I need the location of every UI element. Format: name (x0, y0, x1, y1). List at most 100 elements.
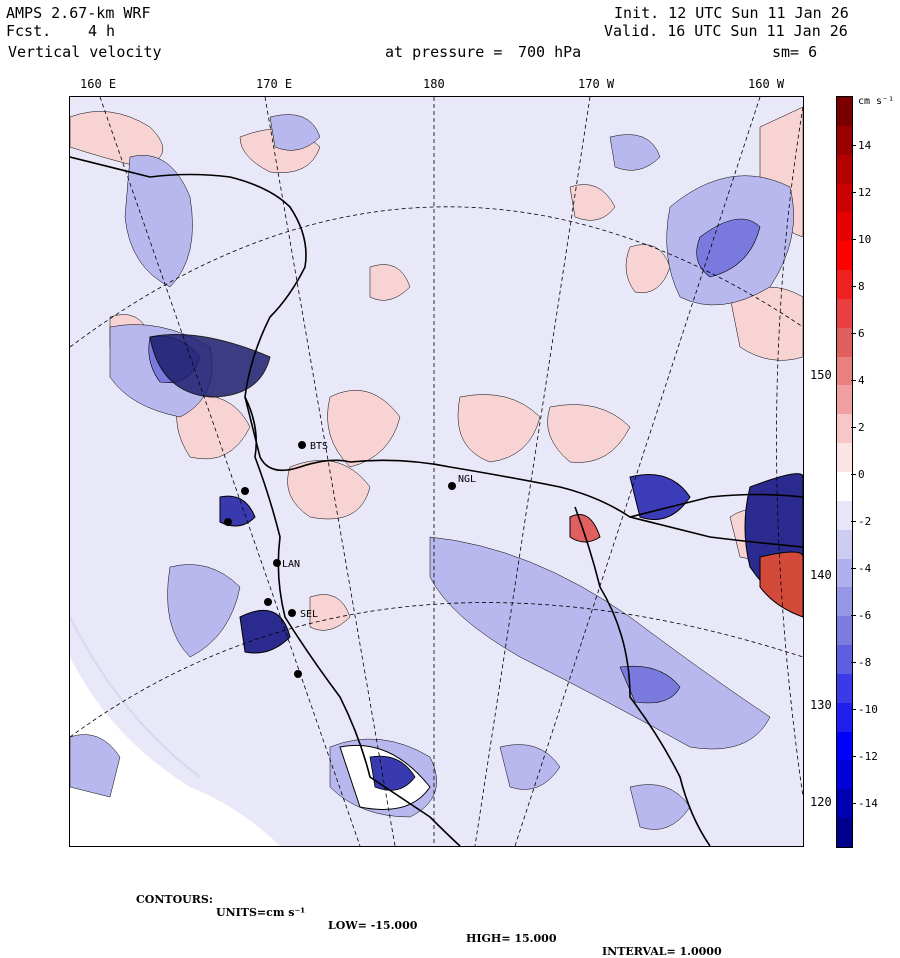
outside-domain (70, 657, 280, 846)
colorbar-tick-mark (851, 615, 856, 616)
level-value: 700 hPa (518, 43, 582, 61)
station-bts-label: BTS (310, 441, 328, 452)
colorbar-segment (837, 558, 852, 588)
init-time: Init. 12 UTC Sun 11 Jan 26 (614, 4, 849, 22)
level-label: at pressure = (385, 43, 503, 61)
lon-label-160w: 160 W (748, 77, 785, 91)
colorbar-segment (837, 702, 852, 733)
colorbar-tick-label: 14 (858, 139, 872, 152)
model-title: AMPS 2.67-km WRF (6, 4, 151, 22)
colorbar-tick-label: 6 (858, 327, 865, 340)
colorbar-segment (837, 529, 852, 560)
station-sel: SEL (288, 609, 318, 620)
footer-units: UNITS=cm s⁻¹ (216, 906, 306, 919)
colorbar-segment (837, 97, 852, 127)
colorbar-tick-label: -8 (858, 656, 872, 669)
station-marker (294, 670, 302, 678)
colorbar-segment (837, 212, 852, 242)
colorbar-tick-label: -6 (858, 609, 872, 622)
colorbar-tick-label: 0 (858, 468, 865, 481)
colorbar-tick-label: -12 (858, 750, 878, 763)
colorbar-segment (837, 760, 852, 790)
colorbar-segment (837, 327, 852, 358)
lon-label-160e: 160 E (80, 77, 117, 91)
colorbar-segment (837, 414, 852, 444)
stations: BTS NGL LAN SEL (224, 441, 476, 678)
colorbar-tick-mark (851, 521, 856, 522)
colorbar-tick-mark (851, 239, 856, 240)
colorbar-tick-mark (851, 192, 856, 193)
map-canvas: BTS NGL LAN SEL (70, 97, 803, 846)
colorbar-segment (837, 241, 852, 271)
footer-interval: INTERVAL= 1.0000 (602, 945, 722, 958)
convective-cluster-west (149, 334, 431, 810)
colorbar-segment (837, 731, 852, 761)
colorbar-segment (837, 673, 852, 704)
colorbar-tick-mark (851, 333, 856, 334)
station-sel-label: SEL (300, 609, 318, 620)
colorbar-segment (837, 789, 852, 819)
colorbar-tick-label: -4 (858, 562, 872, 575)
graticule (70, 97, 803, 846)
colorbar-units: cm s⁻¹ (858, 96, 895, 107)
station-marker (224, 518, 232, 526)
colorbar-segment (837, 270, 852, 300)
lon-label-170e: 170 E (256, 77, 293, 91)
colorbar-segment (837, 125, 852, 156)
colorbar-segment (837, 154, 852, 185)
colorbar-tick-mark (851, 709, 856, 710)
colorbar-tick-mark (851, 568, 856, 569)
colorbar-segment (837, 356, 852, 386)
domain-edge (70, 616, 201, 778)
colorbar-segment (837, 818, 852, 848)
colorbar (836, 96, 853, 848)
colorbar-tick-mark (851, 380, 856, 381)
colorbar-tick-label: 4 (858, 374, 865, 387)
colorbar-segment (837, 500, 852, 531)
colorbar-tick-mark (851, 803, 856, 804)
colorbar-segment (837, 443, 852, 473)
footer-high: HIGH= 15.000 (466, 932, 557, 945)
lon-label-180: 180 (423, 77, 445, 91)
coastline (70, 156, 803, 846)
colorbar-tick-label: 8 (858, 280, 865, 293)
station-lan-label: LAN (282, 559, 300, 570)
colorbar-segment (837, 472, 852, 502)
valid-time: Valid. 16 UTC Sun 11 Jan 26 (604, 22, 848, 40)
colorbar-tick-label: 2 (858, 421, 865, 434)
station-marker (264, 598, 272, 606)
station-ngl: NGL (448, 474, 476, 490)
negative-regions (70, 114, 794, 830)
footer: CONTOURS: UNITS=cm s⁻¹ LOW= -15.000 HIGH… (0, 880, 900, 958)
colorbar-tick-label: 10 (858, 233, 872, 246)
station-lan: LAN (273, 559, 300, 570)
colorbar-tick-mark (851, 756, 856, 757)
colorbar-tick-mark (851, 145, 856, 146)
colorbar-tick-mark (851, 662, 856, 663)
colorbar-tick-label: -14 (858, 797, 878, 810)
colorbar-tick-label: -2 (858, 515, 872, 528)
colorbar-segment (837, 587, 852, 617)
smoothing: sm= 6 (772, 43, 818, 61)
lon-label-170w: 170 W (578, 77, 615, 91)
field-name: Vertical velocity (8, 43, 162, 61)
colorbar-tick-mark (851, 427, 856, 428)
colorbar-tick-mark (851, 286, 856, 287)
forecast-value: 4 h (88, 22, 116, 40)
colorbar-segment (837, 645, 852, 675)
station-ngl-label: NGL (458, 474, 476, 485)
colorbar-segment (837, 183, 852, 213)
station-bts: BTS (298, 441, 328, 452)
station-marker (241, 487, 249, 495)
vertical-velocity-map: BTS NGL LAN SEL (69, 96, 804, 847)
colorbar-segment (837, 298, 852, 329)
footer-low: LOW= -15.000 (328, 919, 418, 932)
colorbar-tick-mark (851, 474, 856, 475)
forecast-label: Fcst. (6, 22, 52, 40)
colorbar-tick-label: -10 (858, 703, 878, 716)
positive-regions (70, 106, 803, 631)
colorbar-segment (837, 385, 852, 415)
convective-cluster-east (569, 473, 803, 618)
colorbar-segment (837, 616, 852, 646)
colorbar-tick-label: 12 (858, 186, 872, 199)
